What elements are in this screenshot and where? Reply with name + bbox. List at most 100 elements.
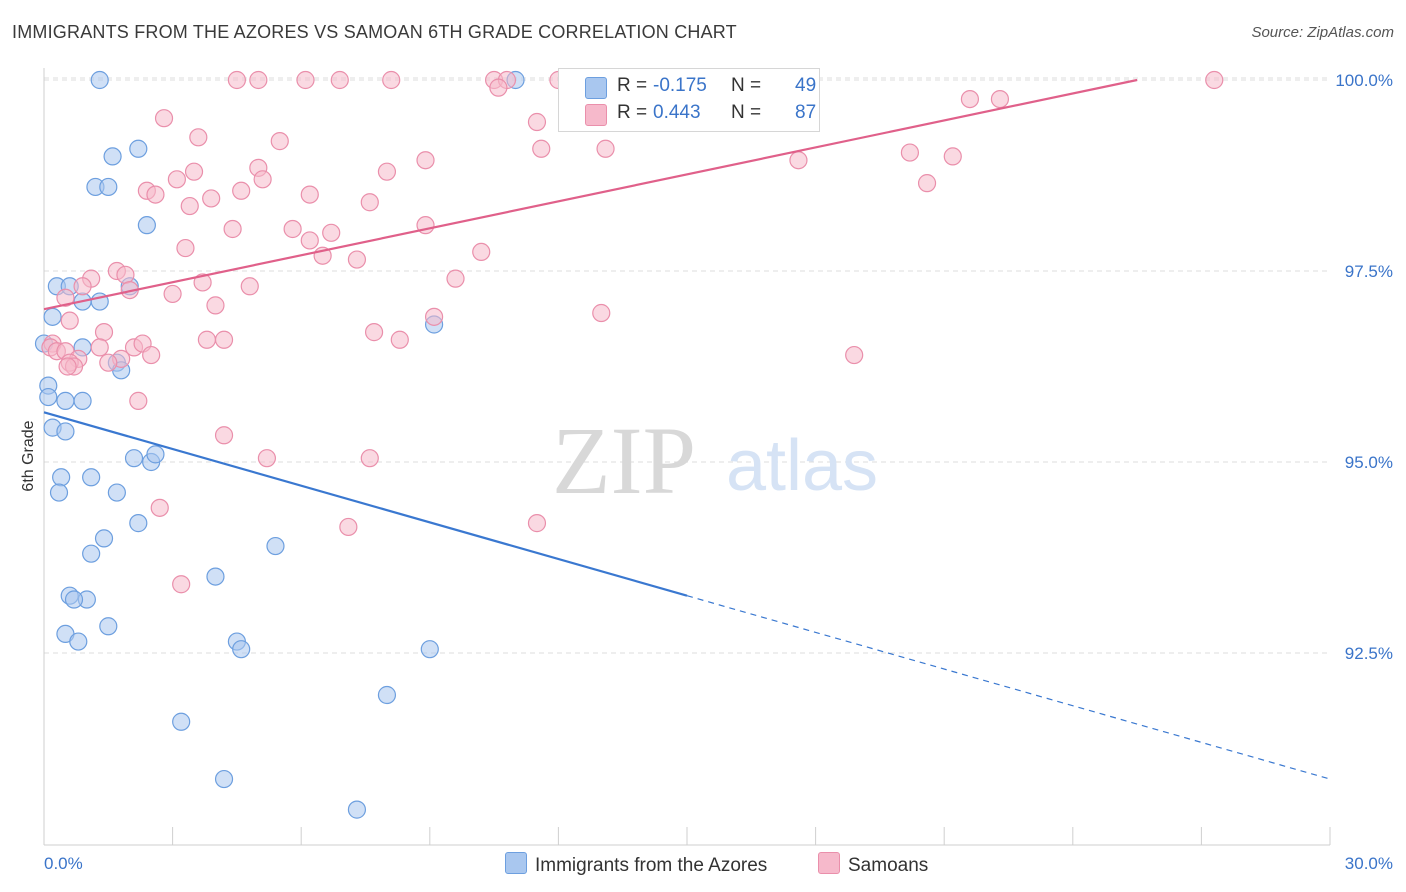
point-samoans bbox=[943, 147, 962, 166]
gridlines bbox=[44, 77, 1330, 654]
series-legend-azores: Immigrants from the Azores bbox=[505, 852, 767, 877]
point-samoans bbox=[214, 330, 234, 349]
point-azores bbox=[420, 640, 439, 659]
point-samoans bbox=[845, 345, 864, 365]
legend-n-label: N = bbox=[731, 75, 762, 96]
point-samoans bbox=[206, 296, 225, 315]
point-samoans bbox=[232, 181, 251, 200]
point-samoans bbox=[167, 170, 186, 189]
point-azores bbox=[49, 483, 69, 502]
point-samoans bbox=[917, 174, 937, 193]
y-tick-label: 92.5% bbox=[1345, 644, 1393, 663]
legend-r-label: R = bbox=[617, 102, 648, 123]
y-axis-title: 6th Grade bbox=[20, 420, 37, 491]
point-azores bbox=[64, 590, 84, 609]
x-tick-label: 30.0% bbox=[1345, 854, 1393, 873]
point-samoans bbox=[184, 162, 204, 181]
point-samoans bbox=[789, 151, 808, 170]
point-azores bbox=[137, 216, 156, 235]
point-azores bbox=[214, 769, 234, 789]
point-samoans bbox=[227, 70, 246, 90]
point-samoans bbox=[116, 265, 135, 284]
point-samoans bbox=[596, 139, 615, 158]
y-tick-label: 97.5% bbox=[1345, 262, 1393, 281]
point-azores bbox=[99, 177, 118, 197]
point-azores bbox=[206, 567, 225, 586]
point-samoans bbox=[58, 357, 77, 376]
point-samoans bbox=[532, 139, 551, 158]
point-samoans bbox=[300, 231, 319, 250]
axis-labels: 92.5% 95.0% 97.5% 100.0% 0.0% 30.0% 6th Grade bbox=[20, 71, 1393, 873]
y-tick-label: 95.0% bbox=[1345, 453, 1393, 472]
point-samoans bbox=[1205, 70, 1224, 90]
point-samoans bbox=[377, 162, 397, 181]
legend-n-value-azores: 49 bbox=[795, 75, 817, 96]
point-azores bbox=[43, 307, 62, 326]
point-samoans bbox=[424, 307, 444, 326]
legend-swatch-samoans bbox=[585, 104, 607, 126]
point-samoans bbox=[253, 170, 272, 189]
trend-lines bbox=[43, 78, 1331, 780]
y-tick-label: 100.0% bbox=[1335, 71, 1393, 90]
point-samoans bbox=[347, 250, 367, 269]
point-samoans bbox=[339, 517, 358, 537]
point-azores bbox=[52, 468, 71, 487]
point-samoans bbox=[360, 193, 379, 212]
point-samoans bbox=[382, 70, 401, 90]
point-azores bbox=[56, 422, 75, 441]
series-swatch-samoans bbox=[818, 852, 840, 874]
point-azores bbox=[82, 468, 101, 487]
point-samoans bbox=[300, 185, 319, 204]
point-samoans bbox=[283, 219, 302, 239]
point-samoans bbox=[257, 449, 277, 468]
point-samoans bbox=[197, 330, 216, 349]
point-samoans bbox=[176, 238, 195, 258]
point-samoans bbox=[527, 112, 547, 132]
point-azores bbox=[172, 712, 191, 731]
point-samoans bbox=[56, 288, 75, 307]
point-samoans bbox=[249, 70, 268, 90]
point-samoans bbox=[129, 391, 148, 410]
watermark-atlas: atlas bbox=[726, 426, 878, 506]
point-samoans bbox=[172, 575, 191, 594]
point-samoans bbox=[154, 109, 174, 128]
point-samoans bbox=[592, 303, 611, 323]
point-samoans bbox=[90, 338, 109, 357]
point-samoans bbox=[322, 223, 341, 242]
point-azores bbox=[99, 617, 118, 636]
series-swatch-azores bbox=[505, 852, 527, 874]
point-samoans bbox=[142, 345, 161, 365]
point-samoans bbox=[489, 78, 508, 97]
legend-swatch-azores bbox=[585, 77, 607, 99]
data-points bbox=[34, 70, 1224, 819]
point-samoans bbox=[146, 185, 165, 204]
series-legend-samoans: Samoans bbox=[818, 852, 928, 877]
point-samoans bbox=[446, 269, 465, 288]
point-azores bbox=[146, 445, 165, 464]
source-credit: Source: ZipAtlas.com bbox=[1251, 24, 1394, 41]
point-samoans bbox=[527, 514, 547, 533]
point-samoans bbox=[223, 219, 242, 239]
point-samoans bbox=[99, 353, 118, 372]
point-samoans bbox=[296, 70, 315, 90]
legend-r-label: R = bbox=[617, 75, 648, 96]
point-azores bbox=[103, 147, 122, 166]
point-samoans bbox=[94, 323, 114, 342]
point-samoans bbox=[390, 330, 409, 349]
point-samoans bbox=[364, 323, 384, 342]
point-samoans bbox=[193, 273, 212, 292]
point-samoans bbox=[330, 70, 349, 90]
watermark-zip: ZIP bbox=[552, 407, 696, 514]
axes bbox=[43, 68, 1331, 846]
point-samoans bbox=[150, 498, 169, 517]
point-samoans bbox=[214, 426, 234, 445]
point-samoans bbox=[900, 143, 920, 162]
point-azores bbox=[377, 685, 397, 705]
trend-line-azores bbox=[43, 411, 688, 597]
legend-r-value-samoans: 0.443 bbox=[653, 102, 701, 123]
point-samoans bbox=[163, 284, 182, 304]
legend-r-value-azores: -0.175 bbox=[653, 75, 707, 96]
point-samoans bbox=[990, 89, 1010, 109]
point-azores bbox=[347, 800, 367, 819]
